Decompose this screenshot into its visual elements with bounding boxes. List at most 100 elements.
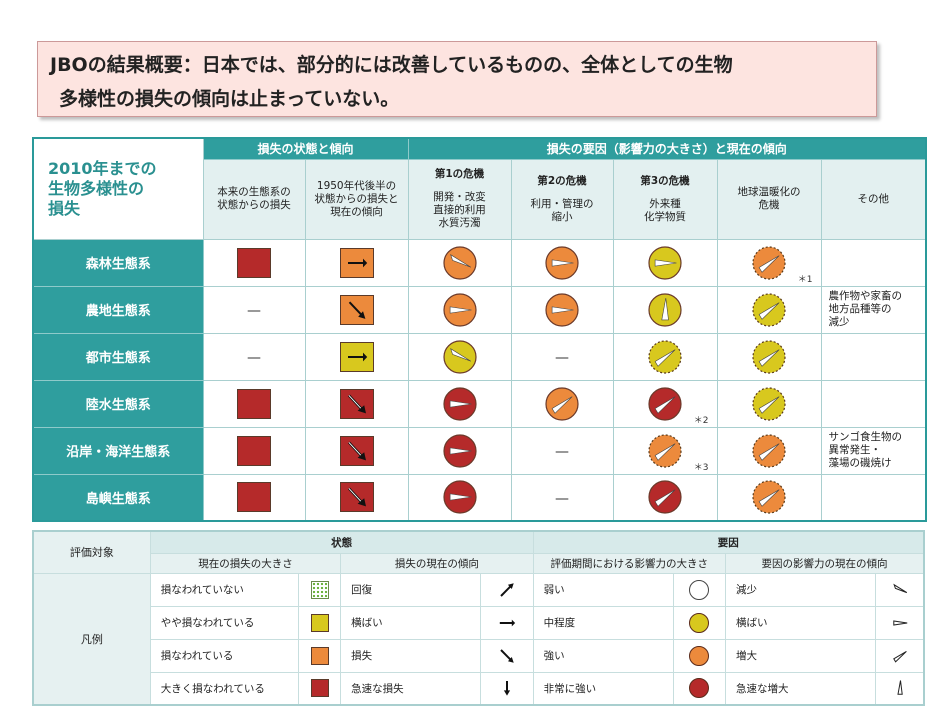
- legend-influence-swatch: [672, 572, 727, 607]
- col-header-state: 本来の生態系の 状態からの損失: [202, 158, 306, 240]
- legend-influence-trend-swatch: [875, 572, 925, 607]
- no-data-dash: —: [555, 490, 570, 507]
- influence-circle-icon: [442, 386, 477, 421]
- crisis3-cell: [612, 238, 718, 287]
- crisis2-cell: —: [510, 332, 614, 381]
- legend-influence-trend-label: 減少: [725, 572, 877, 607]
- legend-row: やや損なわれている 横ばい 中程度 横ばい: [33, 605, 925, 640]
- summary-line-2: 多様性の損失の傾向は止まっていない。: [59, 88, 400, 110]
- state-cell: [202, 426, 306, 475]
- no-data-dash: —: [555, 350, 570, 366]
- trend-cell: [304, 473, 409, 522]
- trend-square-icon: [339, 294, 374, 325]
- crisis2-desc: 利用・管理の 縮小: [530, 197, 594, 223]
- group-header-factors: 損失の要因（影響力の大きさ）と現在の傾向: [407, 137, 927, 160]
- trend-arrow-icon: [347, 441, 366, 460]
- trend-cell: [304, 285, 409, 334]
- warming-cell: [716, 379, 822, 428]
- legend-influence-trend-label: 急速な増大: [725, 671, 877, 706]
- influence-circle-icon: [752, 386, 786, 421]
- legend-trend-label: 回復: [340, 572, 482, 607]
- state-square-icon: [237, 435, 271, 466]
- legend-row: 損なわれている 損失 強い 増大: [33, 638, 925, 673]
- ecosystem-row: 陸水生態系 ＊2: [32, 379, 927, 428]
- col-header-crisis2: 第2の危機 利用・管理の 縮小: [510, 158, 614, 240]
- trend-cell: [304, 332, 409, 381]
- legend-influence-trend-swatch: [875, 605, 925, 640]
- state-cell: [202, 238, 306, 287]
- ecosystem-row: 農地生態系 — 農作物や家畜の 地方品種等の 減少: [32, 285, 927, 334]
- crisis2-cell: [510, 379, 614, 428]
- legend-influence-trend-label: 横ばい: [725, 605, 877, 640]
- legend-col-trend: 損失の現在の傾向: [340, 552, 534, 574]
- legend-state-swatch: [298, 605, 342, 640]
- trend-arrow-icon: [347, 487, 366, 507]
- legend-state-swatch: [298, 638, 342, 673]
- crisis3-head: 第3の危機: [640, 174, 690, 187]
- trend-square-icon: [339, 388, 374, 419]
- ecosystem-row: 森林生態系 ＊1: [32, 238, 927, 287]
- influence-circle-icon: [752, 339, 786, 374]
- table-title: 2010年までの 生物多様性の 損失: [32, 137, 204, 240]
- legend-trend-swatch: [480, 605, 534, 640]
- legend-example-label: 凡例: [32, 572, 151, 706]
- footnote-mark: ＊2: [693, 415, 709, 426]
- crisis3-desc: 外来種 化学物質: [644, 197, 687, 223]
- legend-trend-swatch: [480, 638, 534, 673]
- legend-influence-trend-label: 増大: [725, 638, 877, 673]
- state-cell: [202, 379, 306, 428]
- legend-target-label: 評価対象: [32, 530, 151, 574]
- col-header-other: その他: [820, 158, 927, 240]
- legend-influence-trend-swatch: [875, 638, 925, 673]
- col-header-warming: 地球温暖化の 危機: [716, 158, 822, 240]
- influence-circle-icon: [648, 433, 682, 468]
- ecosystem-name: 島嶼生態系: [32, 473, 204, 522]
- ecosystem-name: 陸水生態系: [32, 379, 204, 428]
- legend-state-swatch: [298, 671, 342, 706]
- trend-cell: [304, 426, 409, 475]
- summary-banner: JBOの結果概要：日本では、部分的には改善しているものの、全体としての生物 多様…: [37, 41, 877, 117]
- other-cell: [820, 379, 927, 428]
- influence-circle-icon: [545, 386, 579, 421]
- legend-influence-label: 弱い: [532, 572, 674, 607]
- influence-circle-icon: [752, 245, 786, 280]
- crisis3-cell: [612, 473, 718, 522]
- crisis3-cell: [612, 285, 718, 334]
- state-square-icon: [237, 247, 271, 278]
- legend-factor-group: 要因: [532, 530, 925, 554]
- biodiversity-loss-table: 2010年までの 生物多様性の 損失 損失の状態と傾向 損失の要因（影響力の大き…: [32, 137, 928, 522]
- ecosystem-name: 農地生態系: [32, 285, 204, 334]
- crisis3-cell: ＊3: [612, 426, 718, 475]
- legend-state-square-icon: [310, 646, 329, 665]
- state-square-icon: [237, 482, 271, 513]
- legend-influence-trend-icon: [897, 680, 903, 695]
- ecosystem-name: 森林生態系: [32, 238, 204, 287]
- other-cell: 農作物や家畜の 地方品種等の 減少: [820, 285, 927, 334]
- warming-cell: [716, 426, 822, 475]
- legend-influence-trend-icon: [892, 650, 907, 663]
- trend-square-icon: [339, 435, 374, 466]
- trend-arrow-icon: [499, 619, 516, 626]
- legend-influence-label: 強い: [532, 638, 674, 673]
- legend-influence-circle-icon: [689, 645, 710, 666]
- legend-col-magnitude: 現在の損失の大きさ: [149, 552, 342, 574]
- legend-state-swatch: [298, 572, 342, 607]
- influence-circle-icon: [442, 339, 477, 374]
- ecosystem-row: 島嶼生態系 —: [32, 473, 927, 522]
- state-cell: [202, 473, 306, 522]
- influence-circle-icon: [648, 386, 682, 421]
- ecosystem-row: 沿岸・海洋生態系 — ＊3 サンゴ食生物の 異常発生・ 藻場の磯焼け: [32, 426, 927, 475]
- ecosystem-row: 都市生態系 — —: [32, 332, 927, 381]
- crisis1-desc: 開発・改変 直接的利用 水質汚濁: [433, 191, 486, 229]
- trend-arrow-icon: [348, 301, 365, 319]
- legend-influence-label: 非常に強い: [532, 671, 674, 706]
- legend-state-square-icon: [310, 580, 329, 599]
- influence-circle-icon: [648, 292, 682, 327]
- legend-trend-label: 急速な損失: [340, 671, 482, 706]
- influence-circle-icon: [752, 433, 786, 468]
- warming-cell: [716, 332, 822, 381]
- crisis1-cell: [407, 379, 512, 428]
- legend-magnitude-label: 大きく損なわれている: [149, 671, 300, 706]
- legend-col-influence: 評価期間における影響力の大きさ: [532, 552, 727, 574]
- legend-table: 評価対象 状態 要因 現在の損失の大きさ 損失の現在の傾向 評価期間における影響…: [32, 530, 925, 706]
